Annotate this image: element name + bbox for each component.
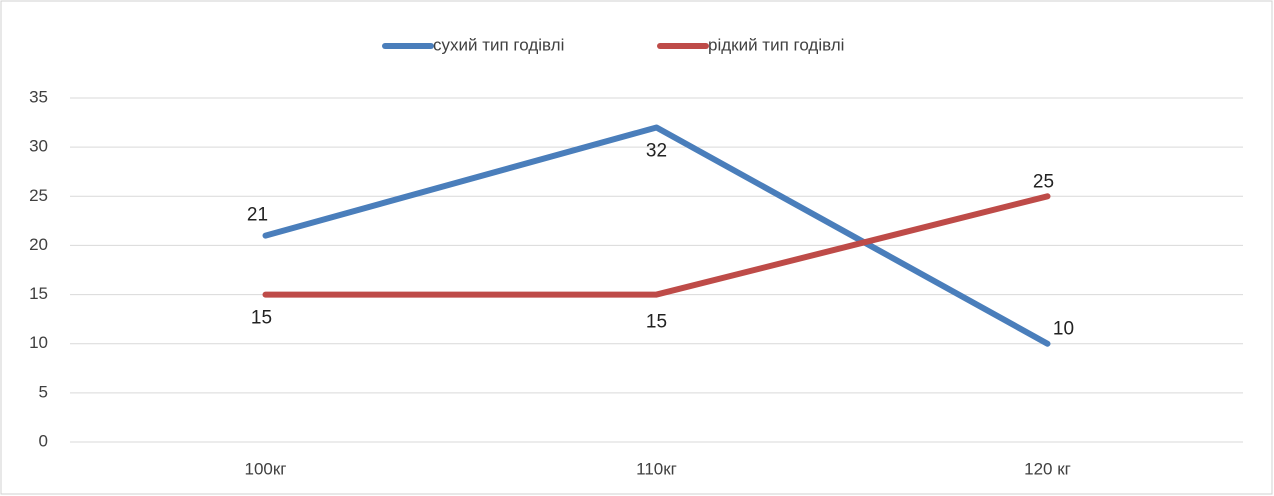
data-label: 10 xyxy=(1053,319,1074,340)
x-tick-label: 100кг xyxy=(244,459,286,478)
y-tick-label: 0 xyxy=(39,431,48,450)
legend-label: сухий тип годівлі xyxy=(433,35,564,54)
y-tick-label: 15 xyxy=(29,284,48,303)
x-tick-label: 120 кг xyxy=(1024,459,1071,478)
legend-label: рідкий тип годівлі xyxy=(708,35,844,54)
y-tick-label: 5 xyxy=(39,382,48,401)
y-tick-label: 35 xyxy=(29,87,48,106)
data-label: 32 xyxy=(646,141,667,162)
data-label: 15 xyxy=(251,308,272,329)
series-line xyxy=(262,193,1051,298)
data-label: 21 xyxy=(247,205,268,226)
x-tick-label: 110кг xyxy=(636,459,677,478)
y-tick-label: 30 xyxy=(29,137,48,156)
data-label: 25 xyxy=(1033,171,1054,192)
data-label: 15 xyxy=(646,312,667,333)
y-tick-label: 20 xyxy=(29,235,48,254)
y-tick-label: 25 xyxy=(29,186,48,205)
y-tick-label: 10 xyxy=(29,333,48,352)
series-line xyxy=(262,124,1051,347)
